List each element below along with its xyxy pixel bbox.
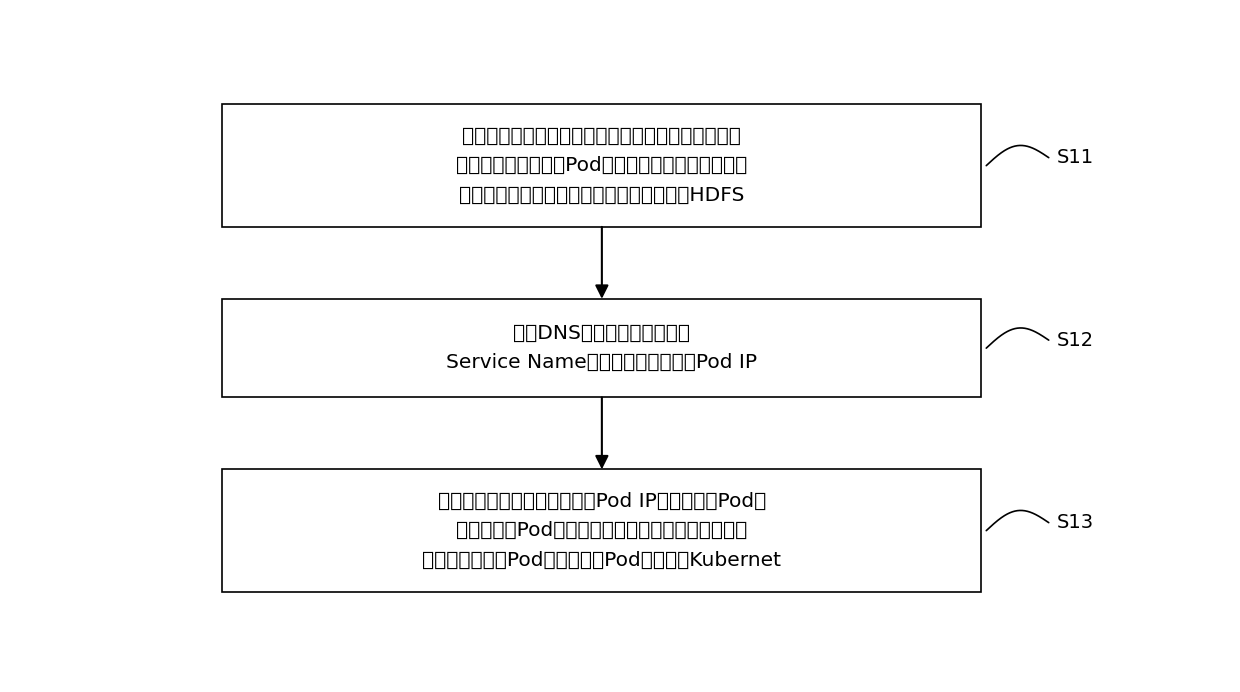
Text: 将所述数据包传输至所述第二Pod IP对应的第二Pod，: 将所述数据包传输至所述第二Pod IP对应的第二Pod， [438, 492, 766, 511]
Bar [222, 299, 982, 397]
Text: 接收到第一应用程序发送的数据包，其中，所述第一: 接收到第一应用程序发送的数据包，其中，所述第一 [463, 127, 742, 146]
Text: S13: S13 [1056, 513, 1094, 532]
Text: 应用程序运行于第一Pod中的第一容器中；第一容器: 应用程序运行于第一Pod中的第一容器中；第一容器 [456, 156, 748, 175]
Text: 通过DNS将所述数据包携带的: 通过DNS将所述数据包携带的 [513, 324, 691, 343]
Text: S11: S11 [1056, 148, 1094, 167]
Bar [222, 104, 982, 227]
Text: 其中，所述第一Pod和所述第二Pod均运行于Kubernet: 其中，所述第一Pod和所述第二Pod均运行于Kubernet [423, 550, 781, 570]
Text: 中运行大数据业务，可以是分布式存储业务HDFS: 中运行大数据业务，可以是分布式存储业务HDFS [459, 185, 744, 204]
Bar [222, 469, 982, 592]
Text: 由所述第二Pod中第二容器中的应用程序进行处理；: 由所述第二Pod中第二容器中的应用程序进行处理； [456, 521, 748, 540]
Text: Service Name，解析为对应的第二Pod IP: Service Name，解析为对应的第二Pod IP [446, 354, 758, 372]
Text: S12: S12 [1056, 331, 1094, 349]
